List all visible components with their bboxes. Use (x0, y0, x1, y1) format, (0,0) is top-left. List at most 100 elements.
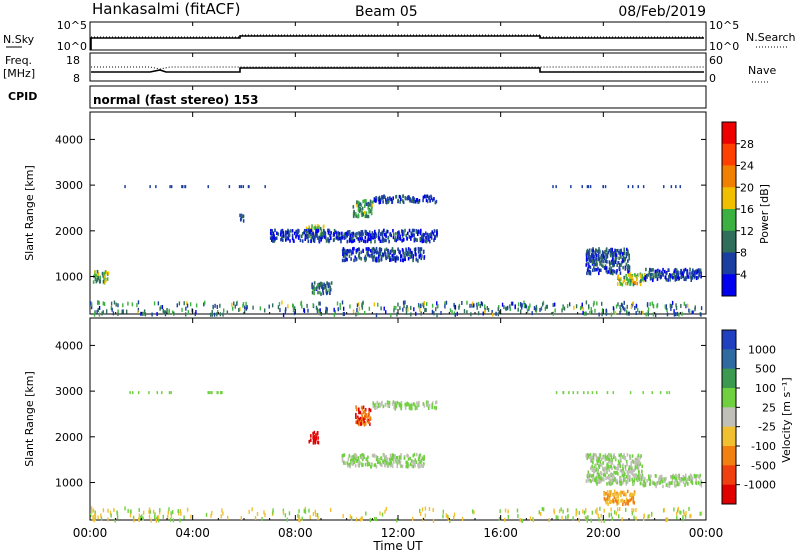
range-cell (619, 304, 621, 309)
range-cell (618, 492, 620, 496)
range-cell (445, 300, 448, 305)
range-cell (272, 510, 274, 515)
range-cell (365, 257, 367, 261)
range-cell (102, 310, 104, 315)
range-cell (402, 238, 404, 243)
range-cell (601, 308, 604, 313)
range-cell (682, 480, 685, 485)
range-cell (389, 258, 391, 262)
range-cell (100, 516, 103, 521)
range-cell (619, 249, 621, 253)
range-cell (601, 254, 603, 258)
range-cell (393, 257, 395, 261)
range-cell (207, 391, 209, 395)
range-cell (626, 311, 628, 316)
range-cell (419, 511, 422, 516)
range-cell (607, 502, 609, 507)
range-cell (665, 304, 667, 309)
range-cell (433, 405, 436, 410)
range-cell (415, 238, 418, 242)
range-cell (183, 301, 185, 306)
range-cell (358, 239, 361, 243)
range-cell (511, 301, 514, 306)
range-cell (634, 280, 636, 285)
range-cell (252, 305, 254, 310)
range-cell (612, 478, 615, 483)
range-cell (621, 490, 623, 495)
range-cell (399, 237, 402, 241)
range-cell (586, 185, 589, 189)
range-cell (261, 516, 263, 521)
range-cell (306, 228, 309, 232)
range-cell (170, 511, 172, 516)
range-cell (613, 453, 616, 457)
range-cell (626, 480, 629, 484)
range-cell (413, 460, 415, 464)
range-cell (310, 434, 312, 438)
range-cell (210, 513, 212, 518)
range-cell (592, 460, 594, 465)
range-cell (131, 302, 134, 307)
range-cell (566, 304, 569, 309)
range-cell (97, 276, 100, 280)
range-cell (594, 452, 596, 457)
colorbar-swatch (722, 465, 736, 486)
range-cell (347, 464, 349, 468)
range-cell (419, 247, 421, 251)
range-cell (659, 481, 661, 485)
range-cell (106, 272, 109, 276)
range-cell (98, 300, 100, 305)
range-cell (659, 474, 662, 479)
range-cell (555, 515, 557, 520)
range-cell (389, 232, 391, 237)
range-cell (391, 402, 394, 406)
range-cell (619, 468, 622, 473)
range-cell (430, 194, 432, 199)
range-cell (381, 463, 383, 468)
range-cell (625, 277, 628, 281)
range-cell (612, 257, 614, 262)
range-cell (476, 302, 478, 307)
range-cell (456, 311, 458, 316)
range-cell (270, 238, 273, 242)
range-cell (541, 302, 544, 307)
range-cell (345, 256, 347, 261)
range-cell (352, 250, 354, 255)
range-cell (382, 239, 385, 243)
range-cell (240, 214, 243, 219)
range-cell (179, 508, 182, 513)
range-cell (402, 250, 405, 255)
range-cell (365, 211, 368, 215)
range-cell (361, 452, 364, 457)
range-cell (162, 308, 164, 313)
range-cell (695, 480, 697, 485)
range-cell (425, 194, 428, 199)
range-cell (389, 249, 392, 254)
range-cell (371, 251, 373, 255)
range-cell (619, 457, 622, 461)
range-cell (585, 263, 588, 267)
range-cell (279, 233, 282, 237)
range-cell (178, 511, 180, 516)
range-cell (615, 271, 618, 275)
range-cell (656, 303, 659, 308)
range-cell (636, 273, 639, 277)
range-cell (665, 483, 668, 487)
range-cell (596, 267, 598, 272)
range-cell (161, 391, 163, 395)
range-cell (366, 418, 369, 423)
range-cell (622, 479, 625, 483)
range-cell (412, 402, 415, 406)
range-cell (406, 465, 409, 469)
range-cell (587, 262, 590, 266)
range-cell (343, 311, 346, 316)
range-cell (688, 506, 690, 511)
range-cell (365, 511, 367, 516)
range-cell (335, 230, 337, 235)
range-cell (170, 513, 173, 518)
range-cell (642, 185, 645, 189)
range-cell (671, 273, 674, 277)
range-cell (282, 231, 285, 235)
range-cell (592, 249, 594, 253)
